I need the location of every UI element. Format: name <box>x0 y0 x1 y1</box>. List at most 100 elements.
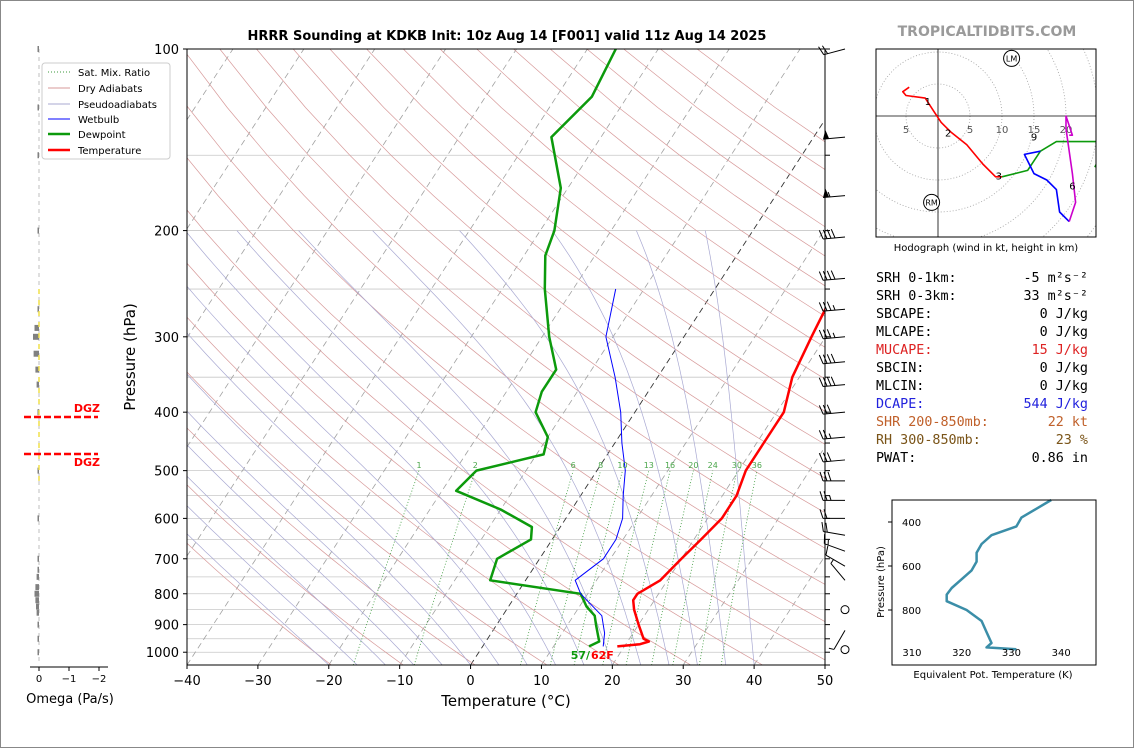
stat-value: 23 % <box>1055 433 1088 448</box>
stat-label: PWAT: <box>876 451 917 466</box>
mixing-ratio-line <box>549 470 601 665</box>
omega-bars <box>33 46 40 665</box>
stat-label: SHR 200-850mb: <box>876 415 989 430</box>
pseudoadiabat-line <box>298 230 613 665</box>
hodograph-segment <box>1065 115 1077 222</box>
omega-bar <box>37 566 39 573</box>
barb-full <box>823 491 828 501</box>
omega-bar <box>37 152 39 159</box>
barb-full <box>826 329 832 339</box>
dry-adiabat-line <box>187 209 763 665</box>
stat-row: MUCAPE: 15 J/kg <box>876 342 1134 360</box>
barb-full <box>826 452 832 462</box>
mixing-ratio-label: 24 <box>708 461 718 470</box>
dry-adiabat-line <box>476 49 825 317</box>
barb-full <box>821 45 829 54</box>
barb-full <box>818 302 824 312</box>
isotherm-line <box>187 49 517 557</box>
theta-e-plot: 310 320 330 340 400 600 800 <box>888 498 1071 659</box>
stat-row: RH 300-850mb: 23 % <box>876 432 1134 450</box>
skewt-ticks: −40 −30 −20 −10 0 10 20 30 40 50 100 200 300 400 500 60… <box>146 43 833 689</box>
legend-label-pseudoadiabat: Pseudoadiabats <box>78 100 157 111</box>
x-tick-label: −10 <box>386 674 413 689</box>
dry-adiabat-line <box>187 371 548 665</box>
mixing-ratio-label: 16 <box>665 461 675 470</box>
barb-half <box>828 647 835 650</box>
y-tick-label: 700 <box>154 553 179 568</box>
barb-full <box>830 270 836 280</box>
skewt-frame <box>186 48 826 666</box>
stat-row: SRH 0-3km: 33 m²s⁻² <box>876 288 1134 306</box>
barb-half <box>829 495 832 501</box>
barb-full <box>818 46 825 55</box>
omega-bar <box>37 306 39 313</box>
legend-label-mixing-ratio: Sat. Mix. Ratio <box>78 68 150 79</box>
isotherm-line <box>753 555 825 665</box>
mixing-ratio-line <box>698 470 738 665</box>
theta-e-x-tick-label: 330 <box>1002 648 1021 659</box>
isotherm-line <box>328 49 730 665</box>
mixing-ratio-line <box>573 470 623 665</box>
stat-label: DCAPE: <box>876 397 925 412</box>
stat-label: SBCIN: <box>876 361 925 376</box>
hodograph-frame <box>875 48 1097 238</box>
barb-half <box>828 433 832 439</box>
barb-full <box>822 229 828 239</box>
y-tick-label: 600 <box>154 512 179 527</box>
theta-e-ylabel: Pressure (hPa) <box>876 546 887 618</box>
dry-adiabat-line <box>439 49 825 348</box>
stat-value: 0 J/kg <box>1039 325 1088 340</box>
barb-full <box>821 522 824 532</box>
legend-label-temperature: Temperature <box>77 146 141 157</box>
omega-bar <box>37 104 39 111</box>
legend-label-wetbulb: Wetbulb <box>78 115 119 126</box>
omega-tick-label-1: −1 <box>62 674 77 685</box>
omega-bar <box>35 584 39 591</box>
wind-barb <box>819 471 845 482</box>
omega-bar <box>34 590 39 597</box>
wind-barb <box>818 452 846 463</box>
barb-half <box>832 305 836 311</box>
stat-value: 0 J/kg <box>1039 361 1088 376</box>
barb-full <box>826 301 832 311</box>
x-tick-label: 0 <box>466 674 474 689</box>
barb-full <box>822 377 828 387</box>
mixing-ratio-label: 20 <box>688 461 698 470</box>
wind-barb <box>823 129 846 140</box>
legend-label-dry-adiabat: Dry Adiabats <box>78 84 142 95</box>
dgz-bottom-label: DGZ <box>74 456 100 469</box>
omega-bar <box>33 350 39 357</box>
omega-bar <box>36 573 39 580</box>
barb-full <box>823 471 828 482</box>
stat-label: SRH 0-1km: <box>876 271 957 286</box>
mixing-ratio-line <box>520 470 574 665</box>
barb-full <box>826 404 832 414</box>
mixing-ratio-line <box>651 470 694 665</box>
theta-e-y-tick-label: 600 <box>902 562 921 573</box>
barb-full <box>827 471 832 482</box>
stat-value: 0 J/kg <box>1039 379 1088 394</box>
storm-motion-marker <box>1003 49 1021 67</box>
barb-full <box>819 471 824 482</box>
mixing-ratio-label: 10 <box>617 461 627 470</box>
omega-bar <box>37 621 39 628</box>
pseudoadiabat-line <box>187 285 528 665</box>
mixing-ratio-line <box>672 470 714 665</box>
stat-value: 22 kt <box>1047 415 1088 430</box>
barb-full <box>826 270 832 280</box>
omega-bar <box>37 635 39 642</box>
stat-label: MLCIN: <box>876 379 925 394</box>
parameter-table: SRH 0-1km: -5 m²s⁻² SRH 0-3km: 33 m²s⁻² SBCA… <box>876 270 1134 468</box>
figure-title: HRRR Sounding at KDKB Init: 10z Aug 14 [… <box>248 29 767 44</box>
isotherm-line <box>257 49 659 665</box>
hodograph-title: Hodograph (wind in kt, height in km) <box>894 243 1079 254</box>
y-tick-label: 500 <box>154 465 179 480</box>
dry-adiabat-line <box>187 53 825 585</box>
wind-barb <box>818 376 846 387</box>
dry-adiabat-line <box>187 427 476 665</box>
mixing-ratio-label: 8 <box>598 461 603 470</box>
wind-barb <box>823 534 846 552</box>
isotherm-line <box>399 49 801 665</box>
series-wetbulb-line <box>574 288 626 647</box>
stat-row: MLCIN: 0 J/kg <box>876 378 1134 396</box>
